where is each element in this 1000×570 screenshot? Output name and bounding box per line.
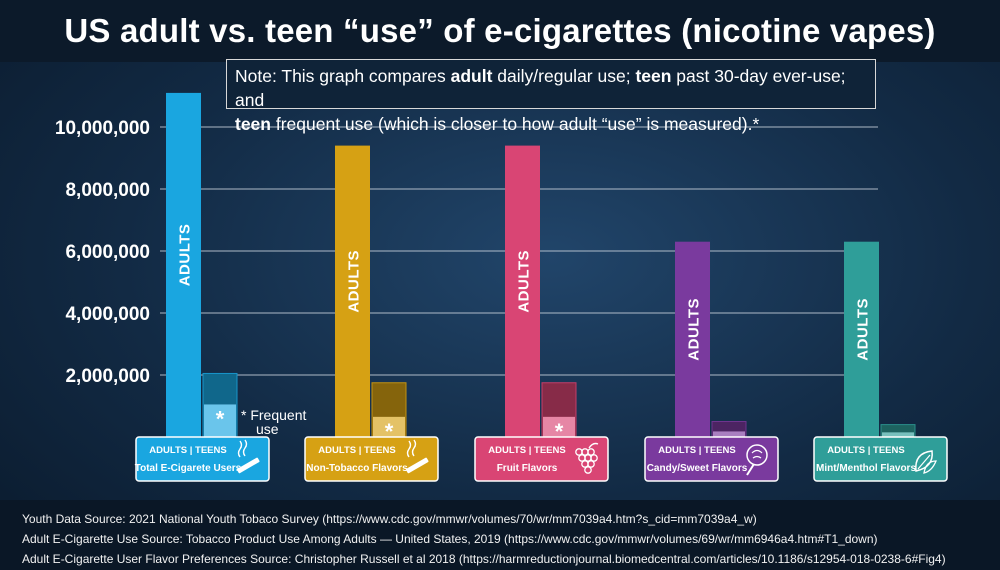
bar-group: ADULTS * — [505, 145, 577, 444]
teen-frequent-bar — [713, 431, 745, 437]
vape-body — [236, 457, 260, 474]
cotton-candy-icon — [746, 444, 768, 476]
frequent-asterisk: * — [385, 419, 394, 444]
category-label: Fruit Flavors — [497, 463, 558, 474]
note-bold-teen: teen — [235, 114, 271, 134]
adults-teens-header: ADULTS | TEENS — [149, 445, 226, 456]
leaf-vein — [917, 454, 931, 470]
frequent-asterisk: * — [216, 406, 225, 431]
category-box — [135, 436, 270, 482]
frequent-use-note: * Frequent use — [241, 407, 306, 437]
teen-frequent-bar — [543, 416, 575, 437]
grape — [587, 460, 595, 468]
category-label-box: ADULTS | TEENS Mint/Menthol Flavors — [813, 436, 948, 482]
leaf — [915, 450, 933, 472]
category-box — [644, 436, 779, 482]
category-box — [813, 436, 948, 482]
adult-bar-label: ADULTS — [516, 250, 533, 313]
adult-bar-label: ADULTS — [686, 298, 703, 361]
adults-teens-header: ADULTS | TEENS — [488, 445, 565, 456]
category-box — [474, 436, 609, 482]
vape-smoke — [411, 439, 417, 457]
frequent-use-line2: use — [256, 421, 279, 437]
source-youth: Youth Data Source: 2021 National Youth T… — [22, 512, 757, 526]
candy-stick — [746, 463, 755, 476]
frequent-use-line1: * Frequent — [241, 407, 306, 423]
grapes-icon — [575, 442, 599, 474]
note-text: Note: This graph compares — [235, 66, 451, 86]
y-axis-ticks: 2,000,000 4,000,000 6,000,000 8,000,000 10,0… — [55, 118, 150, 387]
frequent-asterisk: * — [555, 419, 564, 444]
y-tick-label: 8,000,000 — [65, 180, 150, 201]
category-label: Candy/Sweet Flavors — [647, 463, 748, 474]
candy-floss — [746, 444, 768, 466]
teen-frequent-bar — [882, 432, 914, 437]
grape — [587, 448, 595, 456]
adult-bar-label: ADULTS — [346, 250, 363, 313]
category-label: Mint/Menthol Flavors — [816, 463, 916, 474]
adult-bar — [505, 145, 540, 437]
source-flavor: Adult E-Cigarette User Flavor Preference… — [22, 552, 946, 566]
y-tick-label: 2,000,000 — [65, 366, 150, 387]
vape-pen-icon — [405, 439, 429, 474]
vape-smoke — [237, 440, 243, 458]
candy-swirl — [751, 449, 763, 459]
bar-group: ADULTS * — [335, 145, 407, 444]
bar-chart: 2,000,000 4,000,000 6,000,000 8,000,000 10,0… — [55, 92, 948, 482]
bar-group: ADULTS — [675, 241, 747, 438]
note-text: frequent use (which is closer to how adu… — [270, 114, 760, 134]
y-tick-label: 6,000,000 — [65, 242, 150, 263]
adults-teens-header: ADULTS | TEENS — [318, 445, 395, 456]
sources-footer: Youth Data Source: 2021 National Youth T… — [0, 500, 1000, 570]
teen-frequent-bar — [204, 404, 236, 437]
note-box: Note: This graph compares adult daily/re… — [226, 59, 876, 134]
grape-stem — [588, 442, 599, 449]
note-bold-teen: teen — [635, 66, 672, 86]
category-label-box: ADULTS | TEENS Total E-Cigarete Users — [135, 436, 270, 482]
category-label: Non-Tobacco Flavors — [306, 463, 408, 474]
teen-frequent-bar — [373, 416, 405, 437]
leaf — [923, 460, 937, 474]
note-text: past 30-day ever-use; and — [235, 66, 846, 110]
category-box — [304, 436, 439, 482]
category-label-box: ADULTS | TEENS Fruit Flavors — [474, 436, 609, 482]
adult-bar — [166, 92, 201, 438]
category-label-box: ADULTS | TEENS Candy/Sweet Flavors — [644, 436, 779, 482]
adults-teens-header: ADULTS | TEENS — [658, 445, 735, 456]
y-tick-label: 10,000,000 — [55, 118, 150, 139]
bars: ADULTS * ADULTS * ADULTS * ADULTS ADULTS — [166, 92, 916, 444]
category-label-box: ADULTS | TEENS Non-Tobacco Flavors — [304, 436, 439, 482]
mint-leaf-icon — [915, 450, 937, 474]
vape-smoke — [242, 439, 248, 457]
bar-group: ADULTS * — [166, 92, 238, 438]
note-text: daily/regular use; — [492, 66, 636, 86]
y-tick-label: 4,000,000 — [65, 304, 150, 325]
chart-title: US adult vs. teen “use” of e-cigarettes … — [64, 12, 936, 49]
vape-pen-icon — [236, 439, 260, 474]
grape — [590, 454, 598, 462]
adult-bar — [335, 145, 370, 437]
adults-teens-header: ADULTS | TEENS — [827, 445, 904, 456]
category-label: Total E-Cigarete Users — [135, 463, 242, 474]
title-bar: US adult vs. teen “use” of e-cigarettes … — [0, 0, 1000, 62]
adult-bar — [675, 241, 710, 437]
note-bold-adult: adult — [450, 66, 493, 86]
adult-bar-label: ADULTS — [177, 224, 194, 287]
vape-body — [405, 457, 429, 474]
bar-group: ADULTS — [844, 241, 916, 438]
grape — [584, 466, 592, 474]
vape-smoke — [406, 440, 412, 458]
source-adult-use: Adult E-Cigarette Use Source: Tobacco Pr… — [22, 532, 878, 546]
adult-bar — [844, 241, 879, 437]
adult-bar-label: ADULTS — [855, 298, 872, 361]
